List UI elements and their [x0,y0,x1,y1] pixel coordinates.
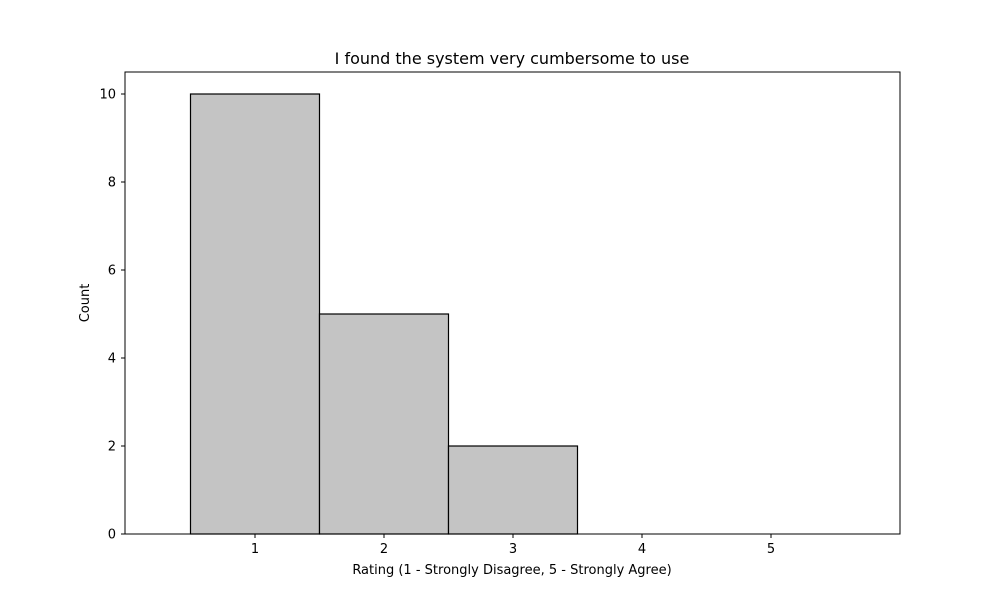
x-tick-label: 4 [638,542,646,557]
y-tick-label: 4 [108,352,116,367]
x-axis-label: Rating (1 - Strongly Disagree, 5 - Stron… [352,563,671,578]
y-tick-label: 6 [108,264,116,279]
x-tick-label: 2 [380,542,388,557]
x-axis: 1 2 3 4 5 [251,534,775,557]
x-tick-label: 5 [767,542,775,557]
bar-rating-2 [318,313,450,535]
y-tick-label: 10 [99,88,116,103]
x-tick-label: 1 [251,542,259,557]
y-tick-label: 2 [108,440,116,455]
y-tick-label: 8 [108,176,116,191]
y-tick-label: 0 [108,528,116,543]
bar-rating-3 [447,445,579,535]
bar-rating-1 [189,93,321,535]
y-axis-label: Count [78,284,93,323]
y-axis: 0 2 4 6 8 10 [99,88,125,543]
bars-layer [189,93,579,535]
x-tick-label: 3 [509,542,517,557]
chart-title: I found the system very cumbersome to us… [335,49,690,68]
